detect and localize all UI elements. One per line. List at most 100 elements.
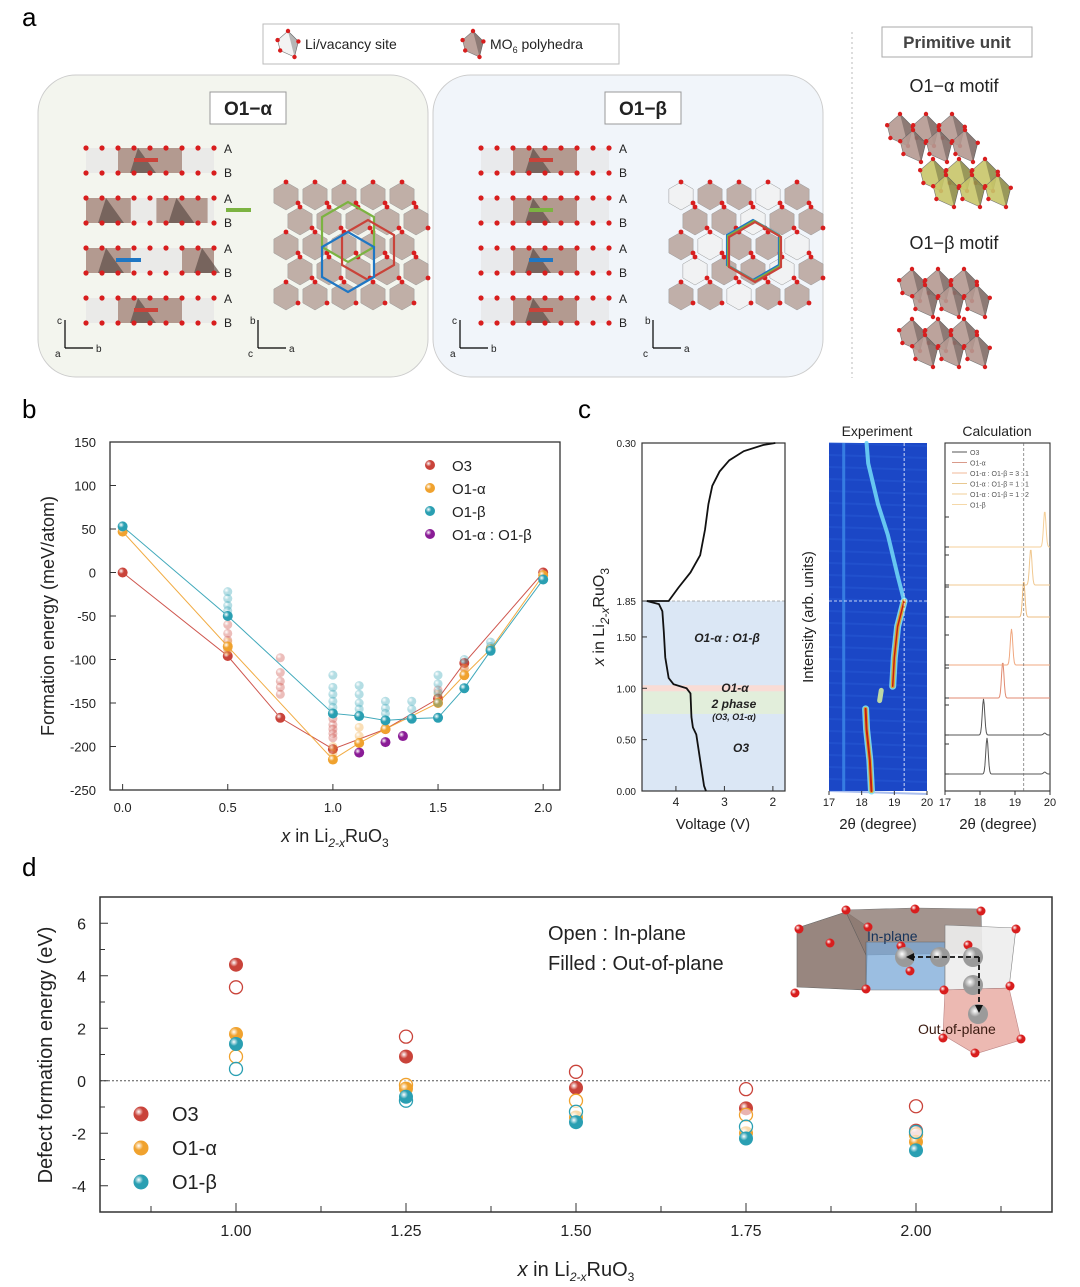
y-axis-title: Defect formation energy (eV) (35, 927, 57, 1184)
oxygen-atom (195, 145, 201, 151)
oxygen-atom (211, 145, 217, 151)
oxygen-atom (1011, 924, 1021, 934)
oxygen-atom (790, 988, 800, 998)
octahedron-shade (965, 130, 978, 162)
oxygen-atom (382, 250, 388, 256)
oxygen-atom (791, 275, 797, 281)
x-tick-label: 19 (888, 797, 900, 809)
oxygen-atom (510, 145, 516, 151)
mo6-octahedron (287, 206, 313, 236)
li-vacancy-octahedron (784, 231, 810, 261)
oxygen-atom (115, 295, 121, 301)
oxygen-atom (558, 145, 564, 151)
oxygen-atom (399, 179, 405, 185)
oxygen-atom (913, 306, 918, 312)
oxygen-atom (974, 332, 980, 338)
oxygen-atom (944, 168, 949, 173)
mo6-octahedron (273, 281, 299, 311)
oxygen-atom (704, 225, 710, 231)
calculated-xrd-trace (945, 662, 1050, 699)
oxygen-atom (704, 275, 710, 281)
oxygen-atom (163, 270, 169, 276)
configuration-point (223, 594, 233, 604)
oxygen-atom (690, 200, 696, 206)
oxygen-atom (995, 169, 1000, 174)
series-O1b (228, 1037, 924, 1158)
oxygen-atom (285, 28, 291, 34)
y-tick-label: 0 (89, 566, 96, 581)
heatmap-noise (828, 670, 928, 675)
oxygen-atom (542, 295, 548, 301)
octahedron-face (963, 284, 991, 318)
heatmap-peak-mid (877, 687, 884, 704)
hull-point (485, 645, 496, 656)
legend-label: O1-β (452, 504, 486, 521)
configuration-point (275, 682, 285, 692)
oxygen-atom (965, 306, 970, 312)
configuration-point (433, 698, 443, 708)
oxygen-atom (719, 250, 725, 256)
heatmap-peak-discharge (864, 441, 907, 603)
x-tick-label: 3 (721, 795, 728, 809)
y-tick-label: -250 (70, 783, 96, 798)
oxygen-atom (970, 1048, 980, 1058)
legend-marker (133, 1140, 149, 1156)
heatmap-noise (828, 658, 928, 663)
heatmap-noise (828, 766, 928, 771)
octahedron-shade (925, 335, 938, 367)
oxygen-atom (900, 340, 905, 346)
axis-origin-label: c (643, 349, 648, 360)
oxygen-atom (99, 195, 105, 201)
oxygen-atom (590, 145, 596, 151)
oxygen-atom (195, 245, 201, 251)
oxygen-atom (283, 229, 289, 235)
motif-octahedron (950, 127, 980, 165)
phase-region (642, 691, 785, 714)
oxygen-atom (921, 180, 926, 186)
octahedron-face (899, 129, 927, 163)
oxygen-atom (885, 123, 890, 128)
y-tick-label: -100 (70, 653, 96, 668)
configuration-point (354, 681, 364, 691)
oxygen-atom (590, 295, 596, 301)
legend-label: O3 (452, 458, 472, 475)
heatmap-noise (828, 682, 928, 687)
configuration-point (223, 587, 233, 597)
mo6-octahedron (784, 181, 810, 211)
legend-marker (425, 529, 435, 539)
oxygen-atom (590, 245, 596, 251)
structure-title-box (209, 91, 287, 125)
x-tick-label: 20 (921, 797, 933, 809)
oxygen-atom (905, 966, 915, 976)
data-point (380, 737, 391, 748)
phase-region (642, 685, 785, 692)
mo6-octahedron (331, 281, 357, 311)
oxygen-atom (296, 39, 301, 44)
oxygen-atom (99, 245, 105, 251)
configuration-point (459, 655, 469, 664)
oxygen-atom (510, 220, 516, 226)
out-of-plane-filled-marker (739, 1131, 753, 1146)
region-label-o1a: O1-α (721, 681, 749, 695)
oxygen-atom (820, 225, 826, 231)
oxygen-atom (478, 220, 484, 226)
li-vacancy-octahedron (682, 256, 708, 286)
oxygen-atom (131, 320, 137, 326)
oxygen-atom (510, 170, 516, 176)
calculated-xrd-trace (945, 511, 1051, 548)
oxygen-atom (930, 156, 936, 162)
oxygen-atom (526, 245, 532, 251)
oxygen-atom (83, 245, 89, 251)
hull-point (117, 567, 128, 578)
hull-point (354, 711, 365, 722)
primitive-unit-title: Primitive unit (903, 33, 1011, 52)
li-atom (963, 975, 983, 995)
oxygen-atom (558, 320, 564, 326)
heatmap-noise (828, 490, 928, 495)
oxygen-atom (963, 940, 973, 950)
layer: AB (83, 242, 232, 280)
li-vacancy-octahedron (769, 256, 795, 286)
x-tick-label: 1.00 (220, 1223, 251, 1240)
oxygen-atom (678, 179, 684, 185)
